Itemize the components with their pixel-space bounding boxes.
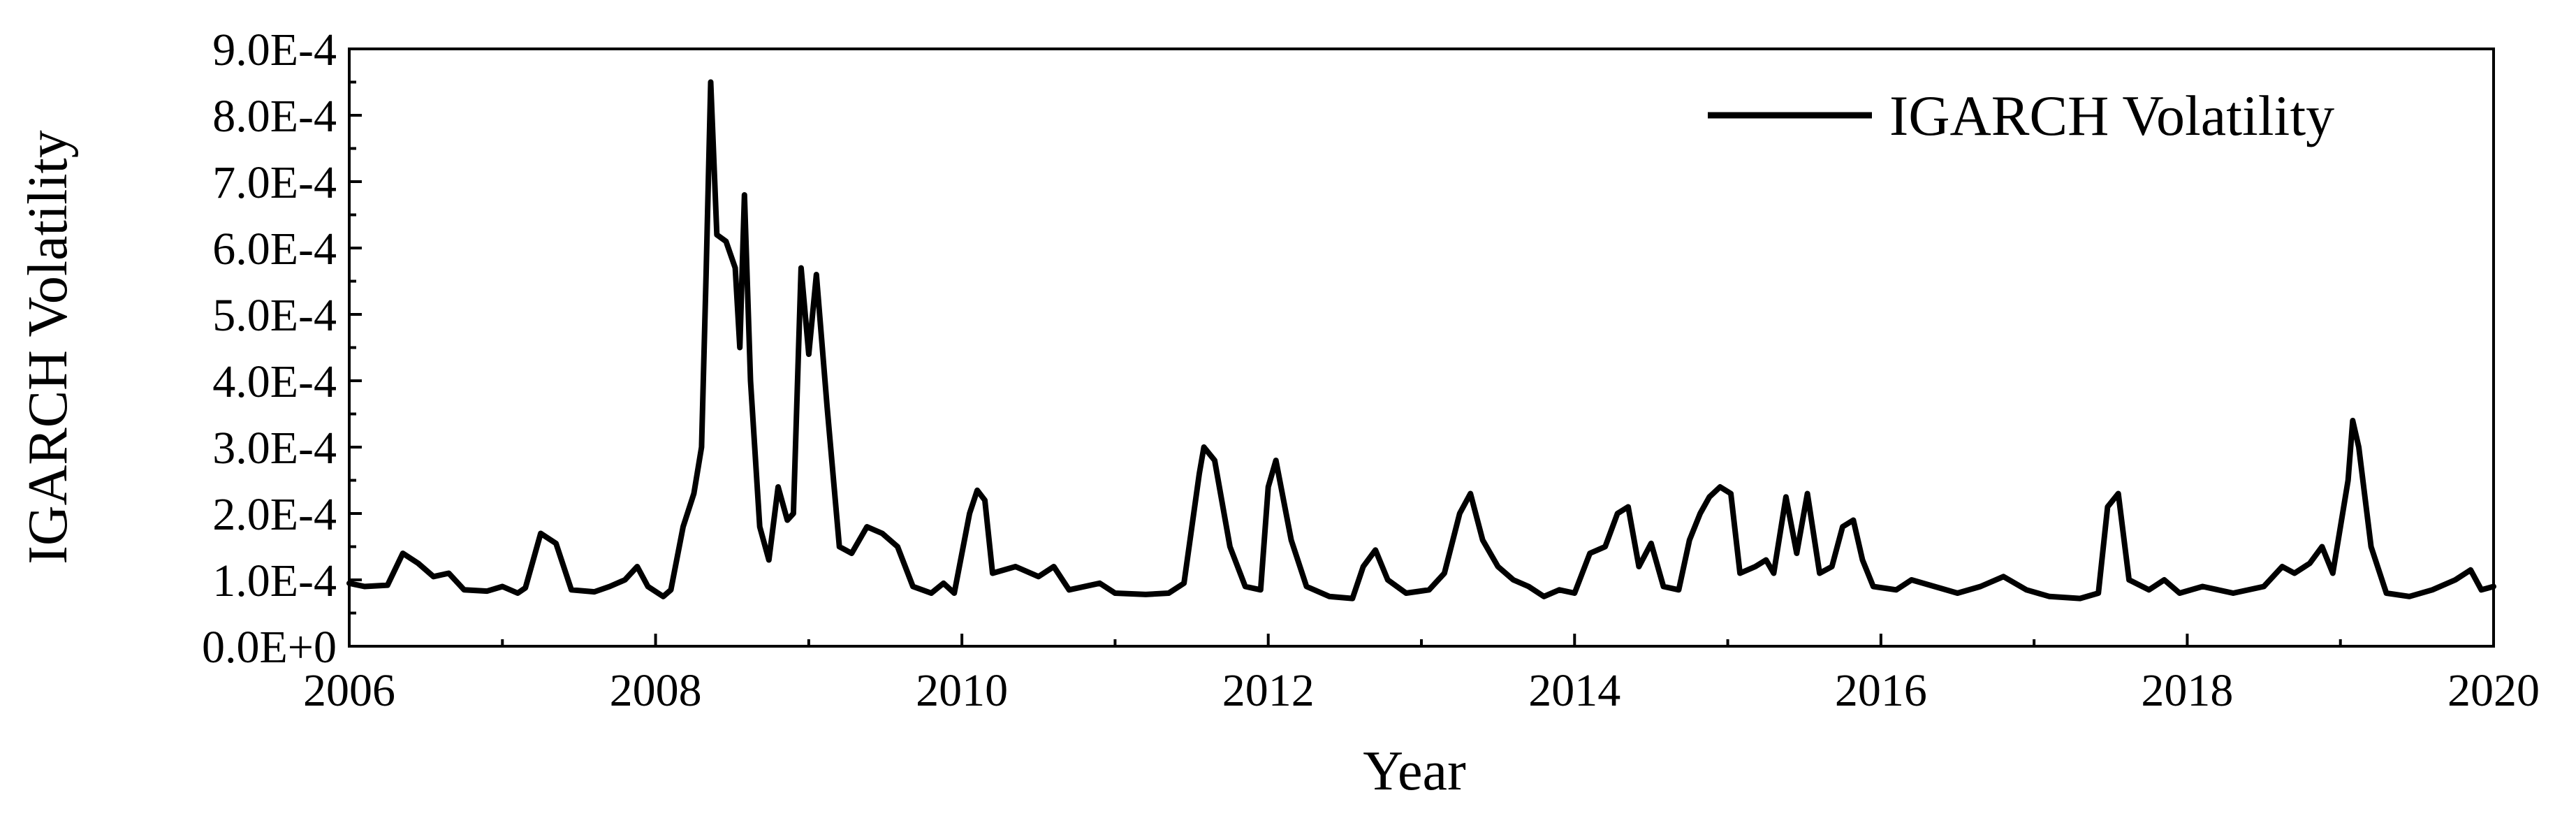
x-tick-label: 2010: [916, 665, 1008, 716]
y-tick-label: 1.0E-4: [212, 555, 337, 606]
x-tick-label: 2012: [1222, 665, 1315, 716]
y-tick-label: 8.0E-4: [212, 91, 337, 142]
x-axis: 2006 2008 2010 2012 2014 2016 2018 2020: [303, 634, 2540, 716]
legend-label: IGARCH Volatility: [1889, 84, 2334, 147]
x-tick-label: 2008: [610, 665, 702, 716]
y-axis: 0.0E+0 1.0E-4 2.0E-4 3.0E-4 4.0E-4 5.0E-4 6.0E…: [202, 24, 362, 673]
y-tick-label: 9.0E-4: [212, 24, 337, 75]
x-tick-label: 2016: [1835, 665, 1927, 716]
x-axis-title: Year: [1363, 741, 1465, 802]
volatility-series-line: [346, 79, 2496, 602]
y-axis-title: IGARCH Volatility: [17, 130, 79, 564]
legend: IGARCH Volatility: [1708, 84, 2334, 147]
y-tick-label: 4.0E-4: [212, 356, 337, 407]
y-tick-label: 3.0E-4: [212, 423, 337, 474]
x-tick-label: 2014: [1528, 665, 1620, 716]
y-tick-label: 6.0E-4: [212, 224, 337, 275]
x-tick-label: 2018: [2141, 665, 2233, 716]
x-tick-label: 2006: [303, 665, 395, 716]
y-tick-label: 7.0E-4: [212, 157, 337, 208]
x-tick-label: 2020: [2447, 665, 2540, 716]
y-tick-label: 0.0E+0: [202, 622, 337, 673]
y-tick-label: 5.0E-4: [212, 290, 337, 341]
y-tick-label: 2.0E-4: [212, 489, 337, 540]
